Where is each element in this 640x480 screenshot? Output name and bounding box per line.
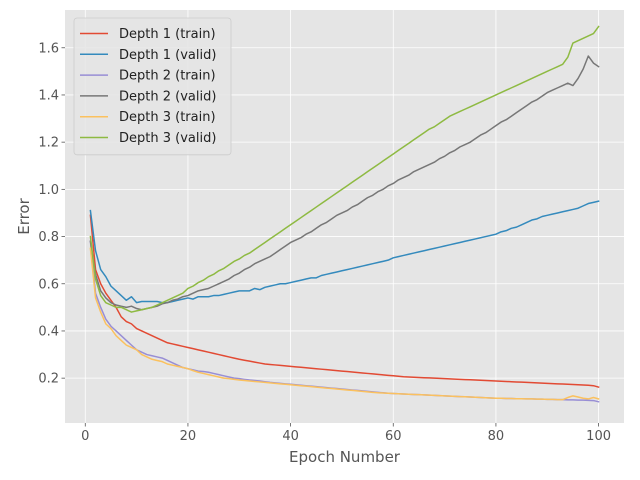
x-tick-label: 0: [81, 429, 89, 444]
y-tick-label: 1.2: [38, 136, 59, 151]
legend-label: Depth 2 (train): [119, 69, 216, 84]
y-tick-label: 1.6: [38, 41, 59, 56]
x-tick-label: 100: [586, 429, 611, 444]
legend-label: Depth 3 (train): [119, 110, 216, 125]
x-tick-label: 80: [488, 429, 505, 444]
y-tick-label: 0.4: [38, 324, 59, 339]
x-axis-ticks: 0 20 40 60 80 100: [81, 423, 611, 444]
x-tick-label: 60: [385, 429, 402, 444]
legend-frame: [73, 17, 232, 156]
legend-label: Depth 2 (valid): [119, 89, 216, 104]
y-tick-label: 0.8: [38, 230, 59, 245]
legend-label: Depth 1 (valid): [119, 48, 216, 63]
legend-label: Depth 3 (valid): [119, 131, 216, 146]
legend-label: Depth 1 (train): [119, 27, 216, 42]
series-line-5: [89, 247, 600, 401]
grid-lines: [65, 10, 624, 423]
x-tick-label: 20: [180, 429, 197, 444]
y-axis-ticks: 0.2 0.4 0.6 0.8 1.0 1.2 1.4 1.6: [38, 41, 65, 387]
series-line-6: [89, 25, 600, 313]
series-lines: [89, 25, 600, 403]
y-axis-label: Error: [15, 197, 33, 234]
legend: Depth 1 (train) Depth 1 (valid) Depth 2 (t…: [73, 17, 232, 156]
series-line-2: [89, 200, 600, 304]
y-tick-label: 1.0: [38, 183, 59, 198]
series-line-4: [89, 55, 600, 311]
x-axis-label: Epoch Number: [289, 448, 401, 466]
y-tick-label: 1.4: [38, 88, 59, 103]
x-tick-label: 40: [282, 429, 299, 444]
series-line-1: [89, 214, 600, 389]
y-tick-label: 0.6: [38, 277, 59, 292]
y-tick-label: 0.2: [38, 372, 59, 387]
